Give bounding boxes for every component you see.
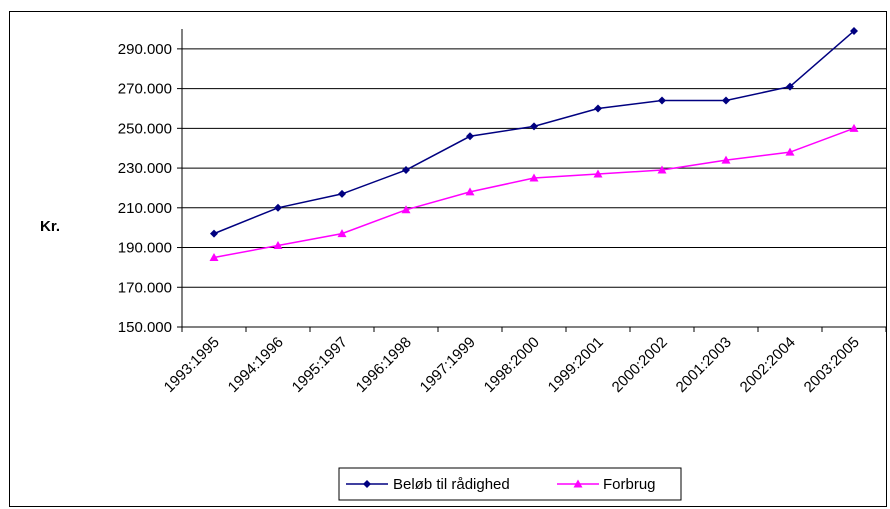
y-tick-label: 270.000 bbox=[118, 81, 172, 98]
data-point-series-1 bbox=[658, 96, 666, 105]
data-point-series-2 bbox=[529, 173, 539, 182]
gridlines bbox=[182, 48, 886, 288]
y-tick-label: 150.000 bbox=[118, 319, 172, 336]
data-point-series-1 bbox=[594, 104, 602, 113]
data-point-series-2 bbox=[849, 123, 859, 132]
x-tick-label: 2003:2005 bbox=[801, 334, 863, 396]
x-tick-label: 2000:2002 bbox=[609, 334, 671, 396]
x-tick-label: 1996:1998 bbox=[353, 334, 415, 396]
data-point-series-1 bbox=[274, 203, 282, 212]
axes bbox=[177, 29, 887, 332]
x-tick-label: 1998:2000 bbox=[481, 334, 543, 396]
x-tick-label: 1997:1999 bbox=[417, 334, 479, 396]
y-tick-label: 230.000 bbox=[118, 160, 172, 177]
y-tick-label: 290.000 bbox=[118, 41, 172, 58]
data-point-series-2 bbox=[209, 252, 219, 261]
data-point-series-2 bbox=[593, 169, 603, 178]
y-tick-label: 210.000 bbox=[118, 200, 172, 217]
data-point-series-2 bbox=[465, 187, 475, 196]
y-tick-labels: 150.000 170.000 190.000 210.000 230.000 250.0… bbox=[118, 41, 172, 336]
series-line-2 bbox=[213, 127, 855, 259]
data-point-series-1 bbox=[850, 26, 858, 35]
y-axis-label: Kr. bbox=[40, 218, 60, 235]
legend-label-series-2: Forbrug bbox=[603, 476, 656, 493]
data-point-series-1 bbox=[466, 132, 474, 141]
x-tick-label: 2001:2003 bbox=[673, 334, 735, 396]
data-point-series-2 bbox=[785, 147, 795, 156]
data-point-series-1 bbox=[786, 82, 794, 91]
legend-marker-series-1 bbox=[363, 480, 371, 488]
data-point-series-2 bbox=[401, 205, 411, 214]
y-tick-label: 170.000 bbox=[118, 279, 172, 296]
x-tick-labels: 1993:1995 1994:1996 1995:1997 1996:1998 1997… bbox=[161, 334, 863, 396]
chart-frame bbox=[9, 11, 887, 507]
data-point-series-2 bbox=[273, 241, 283, 250]
legend-box bbox=[338, 467, 682, 501]
series-markers bbox=[209, 26, 859, 261]
data-point-series-1 bbox=[338, 189, 346, 198]
y-tick-label: 190.000 bbox=[118, 240, 172, 257]
y-tick-label: 250.000 bbox=[118, 120, 172, 137]
data-point-series-1 bbox=[210, 229, 218, 238]
series-lines bbox=[213, 30, 855, 259]
x-tick-label: 1995:1997 bbox=[289, 334, 351, 396]
legend: Beløb til rådighed Forbrug bbox=[338, 467, 682, 501]
data-point-series-1 bbox=[530, 122, 538, 131]
series-line-1 bbox=[213, 30, 855, 235]
x-tick-label: 1993:1995 bbox=[161, 334, 223, 396]
x-tick-label: 2002:2004 bbox=[737, 334, 799, 396]
data-point-series-2 bbox=[721, 155, 731, 164]
data-point-series-1 bbox=[402, 166, 410, 175]
x-tick-label: 1994:1996 bbox=[225, 334, 287, 396]
legend-label-series-1: Beløb til rådighed bbox=[393, 476, 510, 493]
legend-marker-series-2 bbox=[573, 479, 583, 488]
data-point-series-2 bbox=[657, 165, 667, 174]
data-point-series-2 bbox=[337, 229, 347, 238]
x-tick-label: 1999:2001 bbox=[545, 334, 607, 396]
data-point-series-1 bbox=[722, 96, 730, 105]
